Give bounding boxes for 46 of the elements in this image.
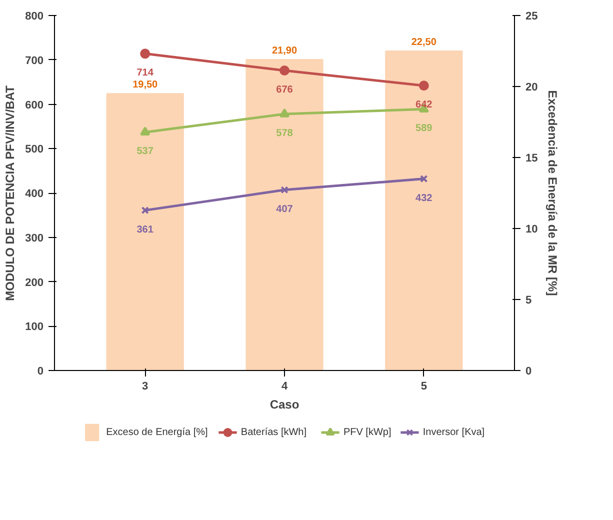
point — [280, 66, 290, 76]
y-tick-label: 400 — [25, 188, 44, 200]
point — [140, 48, 150, 59]
y-tick-label: 500 — [25, 144, 44, 156]
point — [418, 80, 429, 91]
x-axis-title: Caso — [270, 398, 300, 412]
data-label: 22,50 — [411, 37, 437, 48]
legend-label: Inversor [Kva] — [422, 427, 485, 438]
y-tick-label: 0 — [37, 366, 44, 378]
data-label: 676 — [276, 84, 294, 96]
y2-tick-label: 5 — [526, 294, 532, 306]
bar — [106, 93, 184, 370]
data-label: 589 — [416, 123, 433, 134]
y-tick-label: 200 — [25, 276, 44, 289]
point — [140, 126, 150, 136]
legend-label: Exceso de Energía [%] — [106, 427, 208, 438]
data-label: 537 — [136, 146, 154, 158]
y-tick-label: 100 — [25, 321, 44, 334]
y2-axis-title: Excedencia de Energía de la MR [%] — [546, 90, 560, 296]
x-tick-label: 5 — [420, 380, 427, 392]
data-label: 361 — [136, 224, 154, 236]
data-label: 21,90 — [272, 46, 298, 57]
y2-tick-label: 20 — [526, 82, 538, 94]
bar — [385, 50, 463, 370]
y-tick-label: 300 — [25, 232, 44, 244]
data-label: 714 — [136, 68, 154, 79]
legend-label: PFV [kWp] — [343, 427, 392, 438]
data-label: 642 — [416, 100, 433, 111]
y2-tick-label: 15 — [526, 152, 538, 164]
y2-tick-label: 0 — [526, 366, 532, 378]
data-label: 578 — [276, 128, 294, 140]
data-label: 19,50 — [132, 80, 158, 91]
y-axis-title: MODULO DE POTENCIA PFV/INV/BAT — [3, 84, 18, 301]
y2-tick-label: 25 — [526, 10, 538, 22]
point — [280, 108, 290, 118]
data-label: 407 — [276, 204, 294, 215]
y-tick-label: 700 — [25, 54, 44, 67]
bar — [246, 59, 324, 370]
x-tick-label: 4 — [281, 380, 288, 392]
y2-tick-label: 10 — [526, 224, 538, 236]
legend-label: Baterías [kWh] — [240, 427, 307, 438]
point — [280, 186, 288, 194]
data-label: 432 — [416, 192, 433, 204]
x-tick-label: 3 — [142, 380, 148, 392]
y-tick-label: 600 — [25, 99, 44, 112]
y-tick-label: 800 — [25, 10, 44, 22]
